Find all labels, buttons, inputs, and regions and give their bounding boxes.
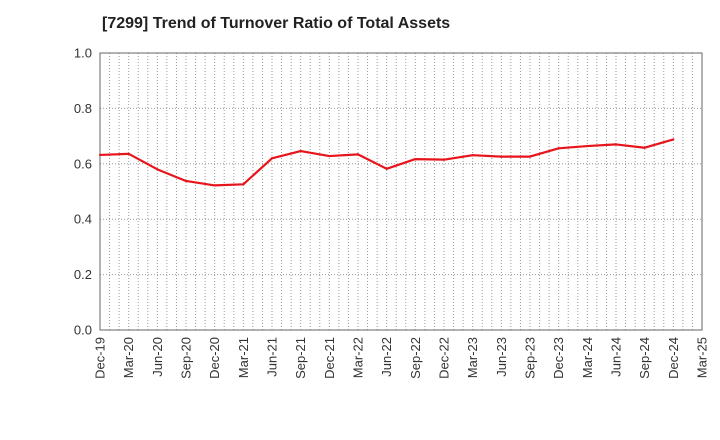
data-point xyxy=(586,144,589,148)
data-point xyxy=(184,179,188,183)
chart-title: [7299] Trend of Turnover Ratio of Total … xyxy=(102,15,451,32)
data-point xyxy=(385,167,388,170)
x-tick-label: Mar-22 xyxy=(351,337,366,378)
y-tick-label: 0.2 xyxy=(74,267,92,282)
x-tick-label: Sep-24 xyxy=(637,337,652,379)
x-tick-label: Sep-23 xyxy=(523,337,538,379)
x-tick-label: Mar-20 xyxy=(121,337,136,378)
x-tick-label: Mar-25 xyxy=(695,337,710,378)
y-tick-label: 0.8 xyxy=(74,101,92,116)
data-point xyxy=(213,184,216,187)
x-tick-label: Mar-21 xyxy=(236,337,251,378)
data-point xyxy=(299,149,302,153)
x-tick-label: Jun-23 xyxy=(494,337,509,377)
x-tick-label: Dec-19 xyxy=(93,337,108,379)
data-point xyxy=(270,157,274,160)
y-tick-label: 1.0 xyxy=(74,46,92,61)
data-point xyxy=(156,168,159,171)
data-point xyxy=(242,183,245,186)
x-tick-label: Dec-23 xyxy=(551,337,566,379)
x-tick-label: Jun-22 xyxy=(379,337,394,377)
plot-frame xyxy=(99,52,703,331)
x-tick-label: Dec-24 xyxy=(666,337,681,379)
x-tick-label: Dec-21 xyxy=(322,337,337,379)
x-tick-label: Mar-23 xyxy=(465,337,480,378)
data-point xyxy=(471,154,474,157)
x-tick-label: Jun-24 xyxy=(609,337,624,377)
x-tick-label: Dec-20 xyxy=(207,337,222,379)
data-point xyxy=(98,153,102,157)
data-point xyxy=(356,153,360,156)
data-point xyxy=(500,155,503,158)
data-point xyxy=(414,157,417,161)
y-tick-label: 0.0 xyxy=(74,323,92,338)
x-tick-label: Sep-22 xyxy=(408,337,423,379)
x-tick-label: Sep-21 xyxy=(293,337,308,379)
y-tick-label: 0.4 xyxy=(74,212,92,227)
x-tick-label: Jun-20 xyxy=(150,337,165,377)
data-point xyxy=(442,158,446,161)
data-point xyxy=(614,143,618,146)
data-point xyxy=(672,138,675,141)
data-point xyxy=(127,152,130,155)
x-tick-label: Mar-24 xyxy=(580,337,595,378)
data-point xyxy=(328,154,331,158)
x-tick-label: Dec-22 xyxy=(437,337,452,379)
y-tick-label: 0.6 xyxy=(74,156,92,171)
data-point xyxy=(557,147,560,150)
data-point xyxy=(528,155,532,158)
x-tick-label: Jun-21 xyxy=(265,337,280,377)
x-tick-label: Sep-20 xyxy=(179,337,194,379)
data-point xyxy=(643,146,646,149)
